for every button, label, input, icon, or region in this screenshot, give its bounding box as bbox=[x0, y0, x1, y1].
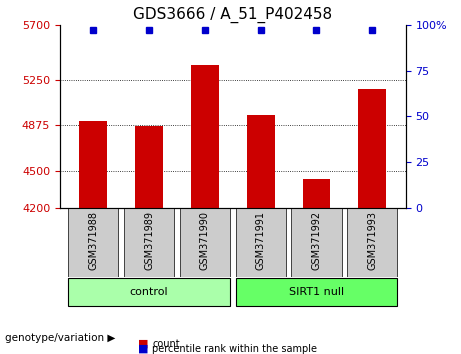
Text: GSM371989: GSM371989 bbox=[144, 211, 154, 270]
Text: GSM371991: GSM371991 bbox=[256, 211, 266, 270]
FancyBboxPatch shape bbox=[291, 208, 342, 276]
Bar bbox=[191, 65, 219, 354]
Bar bbox=[302, 178, 331, 354]
Text: GSM371992: GSM371992 bbox=[312, 211, 321, 270]
Text: percentile rank within the sample: percentile rank within the sample bbox=[152, 344, 317, 354]
Text: count: count bbox=[152, 339, 180, 349]
Text: control: control bbox=[130, 287, 168, 297]
Text: ■: ■ bbox=[138, 344, 149, 354]
FancyBboxPatch shape bbox=[180, 208, 230, 276]
FancyBboxPatch shape bbox=[236, 278, 397, 307]
FancyBboxPatch shape bbox=[68, 278, 230, 307]
Text: GSM371988: GSM371988 bbox=[89, 211, 98, 270]
Text: GSM371990: GSM371990 bbox=[200, 211, 210, 270]
Bar bbox=[358, 89, 386, 354]
Text: genotype/variation ▶: genotype/variation ▶ bbox=[5, 333, 115, 343]
Text: ■: ■ bbox=[138, 339, 149, 349]
Bar bbox=[135, 126, 163, 354]
Text: GSM371993: GSM371993 bbox=[367, 211, 377, 270]
Title: GDS3666 / A_51_P402458: GDS3666 / A_51_P402458 bbox=[133, 7, 332, 23]
FancyBboxPatch shape bbox=[68, 208, 118, 276]
Text: SIRT1 null: SIRT1 null bbox=[289, 287, 344, 297]
FancyBboxPatch shape bbox=[347, 208, 397, 276]
FancyBboxPatch shape bbox=[124, 208, 174, 276]
FancyBboxPatch shape bbox=[236, 208, 286, 276]
Bar bbox=[247, 115, 275, 354]
Bar bbox=[79, 121, 107, 354]
